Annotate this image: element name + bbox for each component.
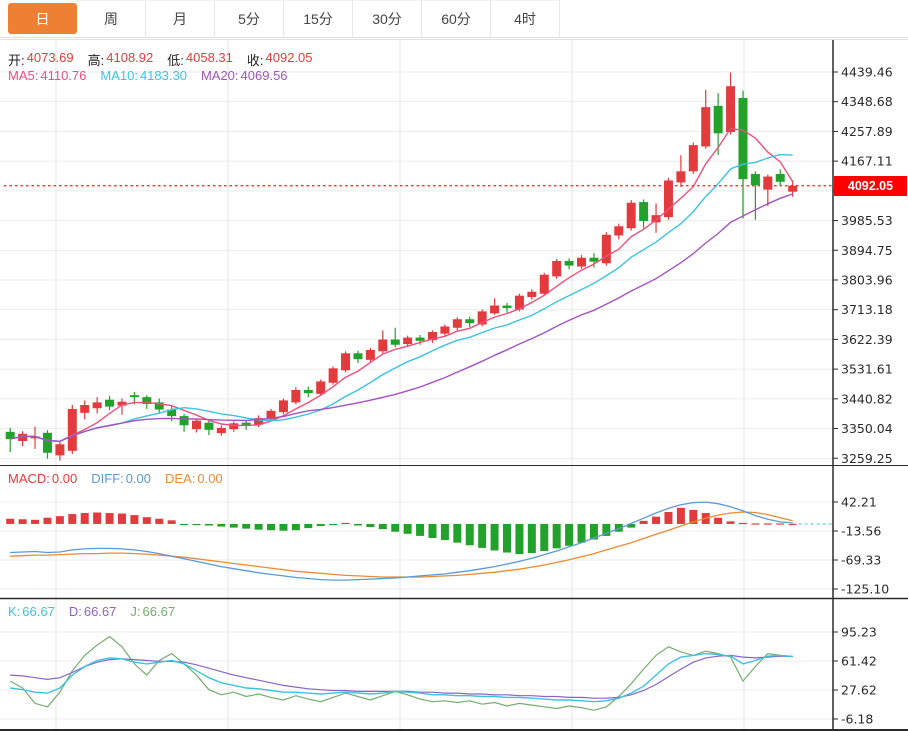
tab-5min[interactable]: 5分 (215, 0, 284, 37)
tab-60min[interactable]: 60分 (422, 0, 491, 37)
svg-text:3985.53: 3985.53 (841, 213, 893, 228)
svg-text:4167.11: 4167.11 (841, 154, 893, 169)
svg-text:3894.75: 3894.75 (841, 243, 893, 258)
svg-text:4348.68: 4348.68 (841, 94, 893, 109)
svg-text:95.23: 95.23 (841, 625, 877, 640)
svg-text:-6.18: -6.18 (841, 711, 873, 726)
svg-text:-13.56: -13.56 (841, 524, 881, 539)
svg-text:3259.25: 3259.25 (841, 451, 893, 466)
svg-text:3803.96: 3803.96 (841, 272, 893, 287)
tab-4hour[interactable]: 4时 (491, 0, 560, 37)
svg-text:42.21: 42.21 (841, 495, 877, 510)
svg-text:27.62: 27.62 (841, 682, 877, 697)
svg-text:3622.39: 3622.39 (841, 332, 893, 347)
svg-text:3350.04: 3350.04 (841, 421, 893, 436)
tab-month[interactable]: 月 (146, 0, 215, 37)
tab-week[interactable]: 周 (77, 0, 146, 37)
svg-text:4439.46: 4439.46 (841, 65, 893, 80)
timeframe-tabbar: 日 周 月 5分 15分 30分 60分 4时 (0, 0, 908, 38)
last-price-badge: 4092.05 (834, 176, 907, 196)
svg-text:61.42: 61.42 (841, 654, 877, 669)
tab-30min[interactable]: 30分 (353, 0, 422, 37)
svg-text:3531.61: 3531.61 (841, 362, 893, 377)
svg-text:3713.18: 3713.18 (841, 302, 893, 317)
svg-text:3440.82: 3440.82 (841, 391, 893, 406)
svg-text:-125.10: -125.10 (841, 582, 889, 597)
svg-text:-69.33: -69.33 (841, 553, 881, 568)
tab-15min[interactable]: 15分 (284, 0, 353, 37)
tab-day[interactable]: 日 (8, 3, 77, 34)
svg-text:4257.89: 4257.89 (841, 124, 893, 139)
